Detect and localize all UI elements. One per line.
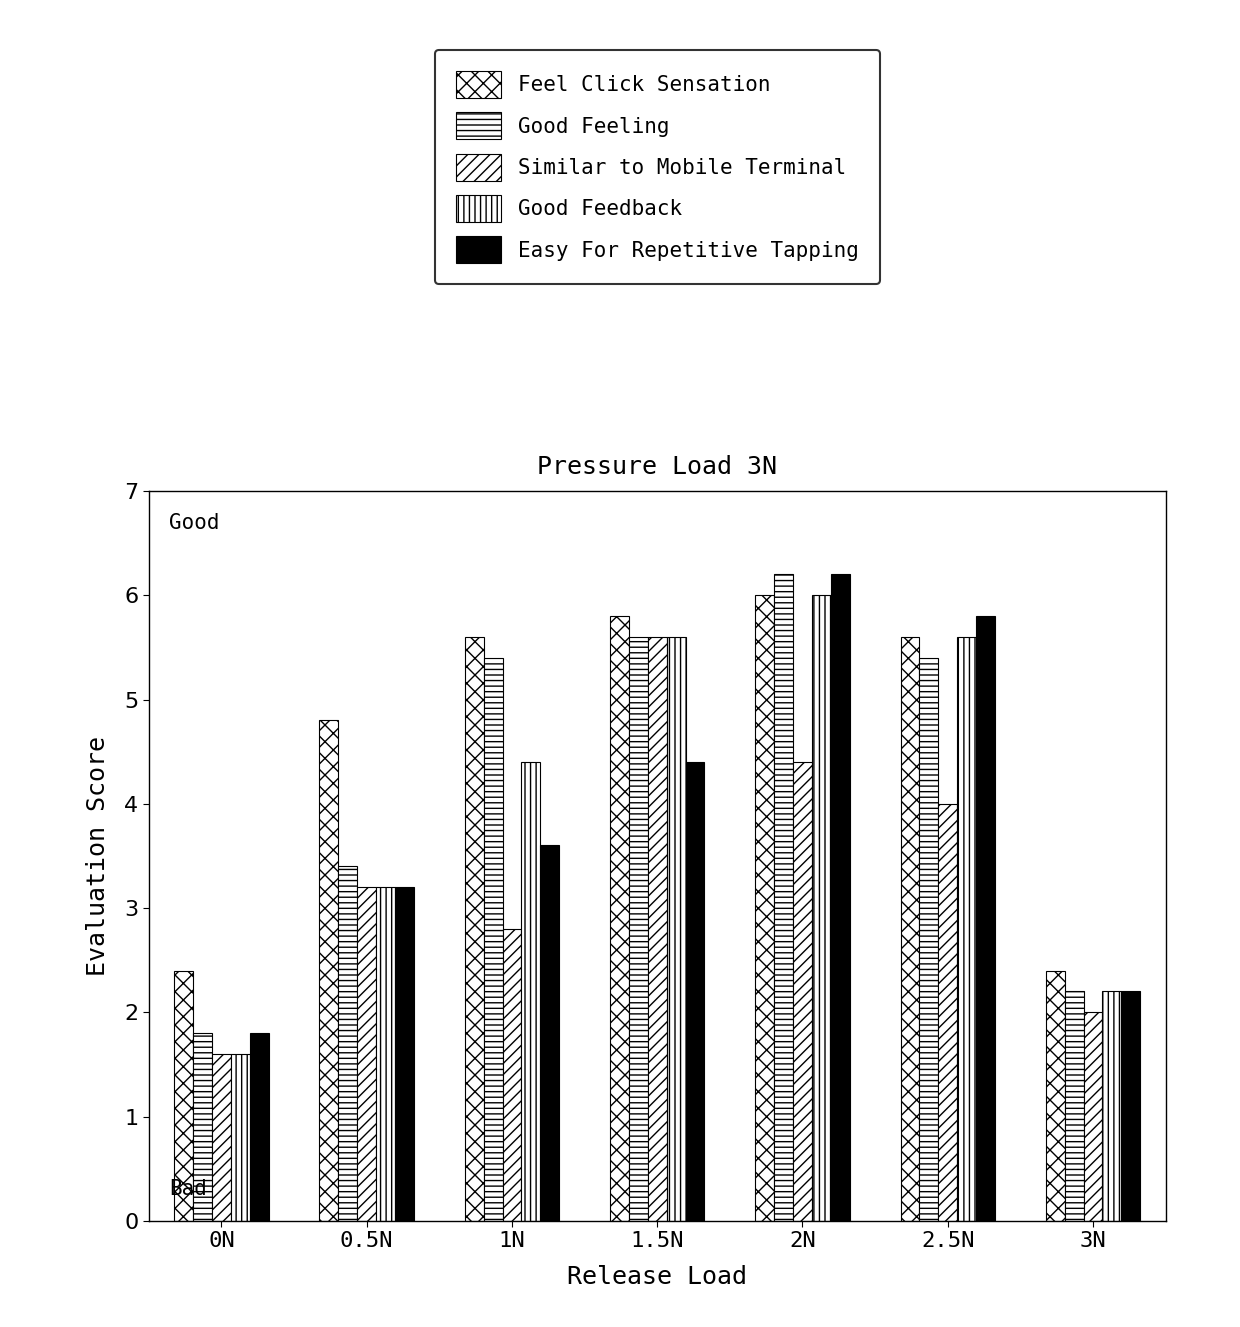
Bar: [976, 616, 994, 1221]
Bar: [465, 637, 484, 1221]
Bar: [376, 888, 396, 1221]
Bar: [1102, 991, 1121, 1221]
Bar: [541, 845, 559, 1221]
Bar: [610, 616, 629, 1221]
Bar: [686, 762, 704, 1221]
Bar: [939, 804, 957, 1221]
Bar: [919, 658, 939, 1221]
Text: Bad: Bad: [169, 1178, 207, 1200]
Bar: [249, 1034, 269, 1221]
Bar: [357, 888, 376, 1221]
Bar: [174, 970, 193, 1221]
Bar: [320, 721, 339, 1221]
Bar: [831, 575, 849, 1221]
Bar: [812, 596, 831, 1221]
Bar: [521, 762, 541, 1221]
Bar: [794, 762, 812, 1221]
Bar: [1045, 970, 1065, 1221]
Bar: [667, 637, 686, 1221]
Bar: [629, 637, 647, 1221]
Title: Pressure Load 3N: Pressure Load 3N: [537, 455, 777, 479]
Bar: [231, 1054, 249, 1221]
Bar: [212, 1054, 231, 1221]
Bar: [502, 929, 521, 1221]
Bar: [755, 596, 774, 1221]
Y-axis label: Evaluation Score: Evaluation Score: [87, 736, 110, 975]
Bar: [957, 637, 976, 1221]
Text: Good: Good: [169, 512, 219, 533]
Bar: [1065, 991, 1084, 1221]
Bar: [774, 575, 794, 1221]
Bar: [1084, 1013, 1102, 1221]
Bar: [484, 658, 502, 1221]
Bar: [193, 1034, 212, 1221]
Bar: [396, 888, 414, 1221]
Bar: [1121, 991, 1140, 1221]
Legend: Feel Click Sensation, Good Feeling, Similar to Mobile Terminal, Good Feedback, E: Feel Click Sensation, Good Feeling, Simi…: [435, 50, 879, 284]
Bar: [339, 867, 357, 1221]
X-axis label: Release Load: Release Load: [567, 1265, 748, 1289]
Bar: [647, 637, 667, 1221]
Bar: [900, 637, 919, 1221]
